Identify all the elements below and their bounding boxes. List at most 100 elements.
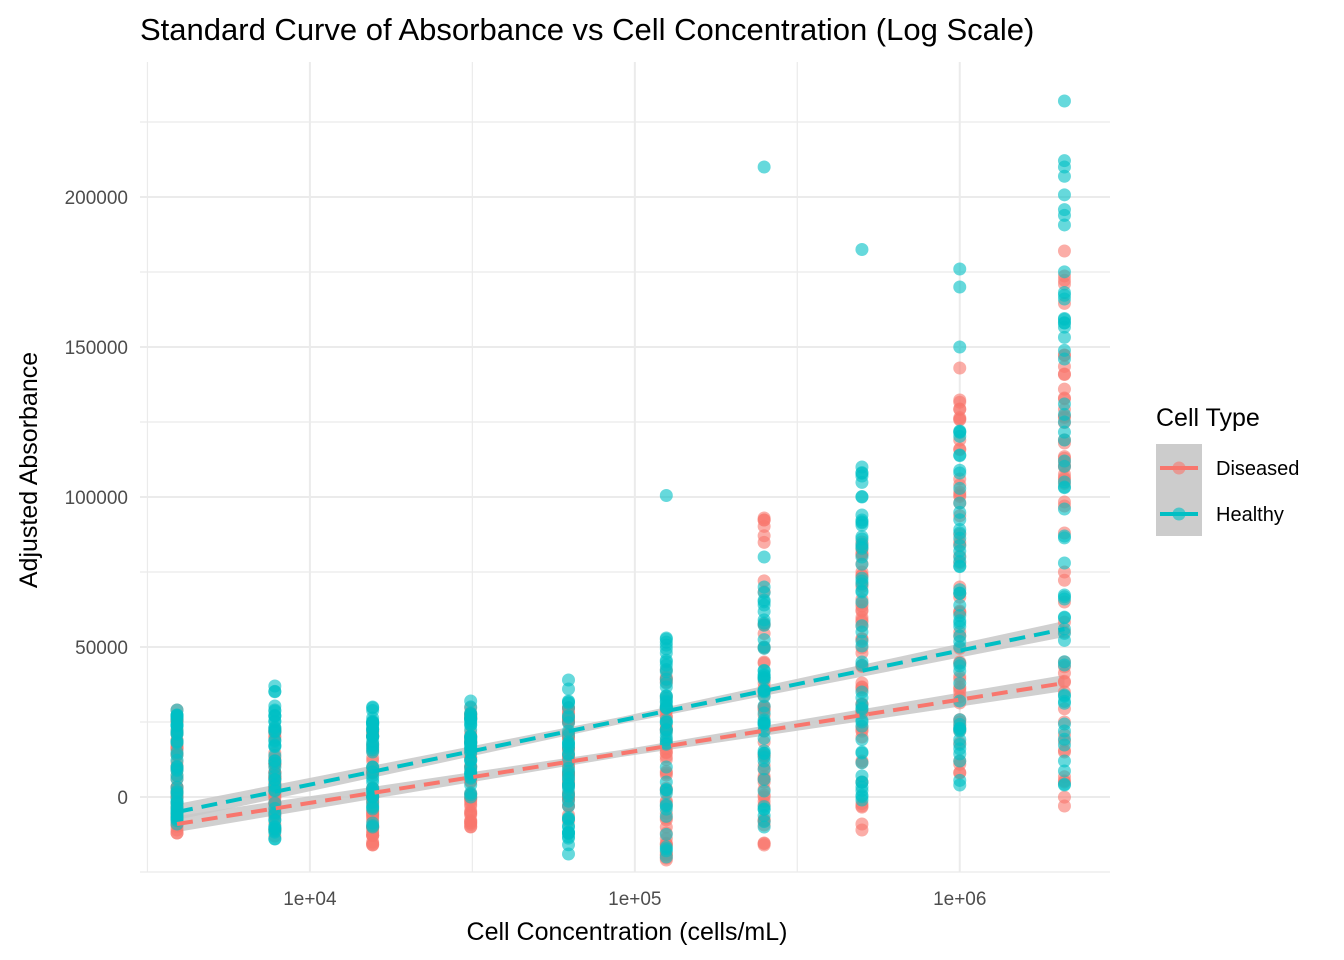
data-point xyxy=(757,664,771,678)
data-point xyxy=(953,402,967,416)
data-point xyxy=(953,340,967,354)
legend: Cell Type Diseased Healthy xyxy=(1156,404,1299,536)
data-point xyxy=(1057,218,1071,232)
data-point xyxy=(268,832,282,846)
data-point xyxy=(1057,502,1071,516)
y-axis-title: Adjusted Absorbance xyxy=(15,352,43,588)
data-point xyxy=(855,685,869,699)
data-point xyxy=(268,739,282,753)
data-point xyxy=(855,508,869,522)
data-point xyxy=(855,550,869,564)
data-point xyxy=(953,559,967,573)
x-tick-label: 1e+05 xyxy=(608,889,661,910)
data-point xyxy=(366,802,380,816)
data-point xyxy=(268,679,282,693)
data-point xyxy=(1057,688,1071,702)
data-point xyxy=(659,840,673,854)
data-point xyxy=(855,243,869,256)
data-point xyxy=(953,664,967,678)
data-point xyxy=(953,778,967,792)
data-point xyxy=(659,715,673,729)
data-point xyxy=(1057,565,1071,579)
data-point xyxy=(757,820,771,834)
data-point xyxy=(659,760,673,774)
legend-title: Cell Type xyxy=(1156,404,1260,432)
data-point xyxy=(757,616,771,630)
data-point xyxy=(268,724,282,738)
data-point xyxy=(953,550,967,564)
data-point xyxy=(464,730,478,744)
data-point xyxy=(562,709,576,723)
fit-lines xyxy=(176,627,1065,826)
data-point xyxy=(659,736,673,750)
fit-line-healthy xyxy=(176,627,1065,814)
legend-key-background xyxy=(1156,444,1202,536)
data-point xyxy=(562,682,576,696)
data-point xyxy=(855,655,869,669)
data-point xyxy=(953,466,967,480)
data-point xyxy=(1057,675,1071,689)
x-axis-title: Cell Concentration (cells/mL) xyxy=(467,918,788,946)
data-point xyxy=(1057,352,1071,366)
data-point xyxy=(464,808,478,822)
data-point xyxy=(953,724,967,738)
data-point xyxy=(659,646,673,660)
data-point xyxy=(855,469,869,483)
data-point xyxy=(1057,658,1071,672)
data-point xyxy=(1057,799,1071,813)
x-tick-label: 1e+06 xyxy=(933,889,986,910)
data-point xyxy=(1057,244,1071,258)
data-point xyxy=(855,701,869,715)
data-point xyxy=(953,586,967,600)
data-point xyxy=(366,730,380,744)
y-tick-label: 0 xyxy=(117,788,128,809)
chart-title: Standard Curve of Absorbance vs Cell Con… xyxy=(140,12,1034,47)
data-point xyxy=(659,850,673,864)
data-point xyxy=(170,703,184,717)
data-point xyxy=(1057,764,1071,778)
data-point xyxy=(953,393,967,407)
data-point xyxy=(953,598,967,612)
data-point xyxy=(268,820,282,834)
data-point xyxy=(757,511,771,525)
data-point xyxy=(366,820,380,834)
data-point xyxy=(1057,415,1071,429)
data-point xyxy=(464,706,478,720)
data-point xyxy=(855,715,869,729)
data-point xyxy=(953,629,967,643)
data-point xyxy=(1057,330,1071,344)
data-point xyxy=(1057,203,1071,217)
data-point xyxy=(953,280,967,294)
data-point xyxy=(855,817,869,831)
y-tick-label: 100000 xyxy=(65,488,128,509)
data-point xyxy=(757,535,771,549)
series-diseased xyxy=(170,244,1071,867)
data-point xyxy=(953,754,967,768)
tick-labels: 0 50000 100000 150000 200000 1e+04 1e+05 1e+06 xyxy=(65,188,987,910)
data-point xyxy=(170,784,184,798)
data-point xyxy=(562,812,576,826)
data-point xyxy=(953,676,967,690)
legend-label-healthy: Healthy xyxy=(1216,504,1284,526)
data-point xyxy=(659,631,673,645)
data-point xyxy=(366,745,380,759)
data-point xyxy=(1057,433,1071,447)
data-point xyxy=(757,598,771,612)
data-point xyxy=(659,827,673,841)
legend-key-point-diseased xyxy=(1172,461,1186,475)
data-point xyxy=(464,790,478,804)
data-point xyxy=(464,718,478,732)
data-point xyxy=(953,424,967,438)
data-point xyxy=(464,694,478,708)
data-point xyxy=(855,532,869,546)
data-point xyxy=(659,775,673,789)
data-point xyxy=(170,760,184,774)
data-point xyxy=(757,772,771,786)
data-point xyxy=(757,754,771,768)
data-point xyxy=(659,694,673,708)
data-point xyxy=(757,784,771,798)
data-point xyxy=(268,703,282,717)
data-point xyxy=(953,448,967,462)
data-point xyxy=(855,460,869,474)
